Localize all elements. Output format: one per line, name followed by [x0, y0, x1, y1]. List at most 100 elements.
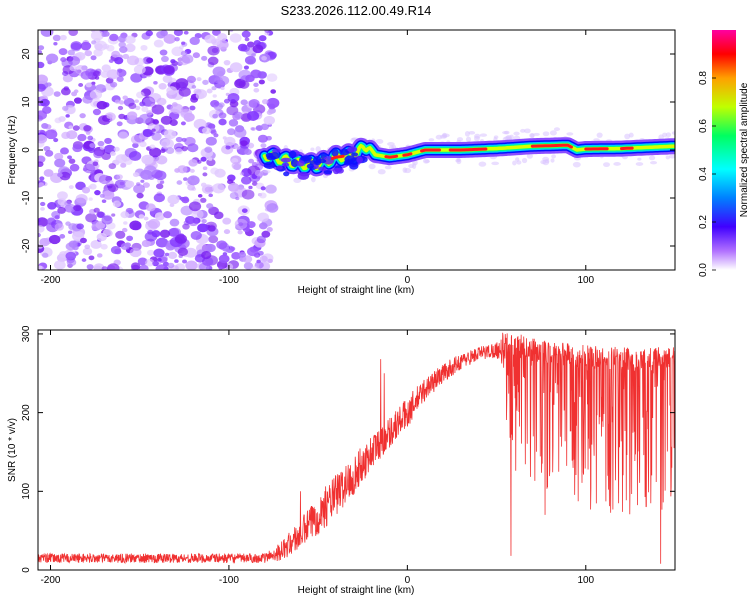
faint-blob — [635, 162, 644, 166]
noise-blob — [231, 161, 242, 170]
noise-blob — [85, 213, 97, 223]
noise-blob — [166, 86, 178, 95]
ridge-blob — [263, 161, 276, 169]
noise-blob — [94, 40, 108, 51]
noise-blob — [54, 223, 64, 231]
noise-blob — [217, 33, 228, 42]
noise-blob — [260, 143, 267, 148]
snr-x-label: Height of straight line (km) — [298, 585, 415, 596]
noise-blob — [92, 161, 99, 167]
noise-blob — [38, 219, 41, 223]
noise-blob — [118, 131, 129, 140]
noise-blob — [253, 82, 259, 88]
faint-blob — [310, 147, 315, 152]
ridge-blob — [296, 160, 305, 167]
ridge-blob — [288, 150, 297, 159]
noise-blob — [107, 263, 120, 270]
noise-blob — [142, 182, 150, 188]
noise-blob — [167, 251, 178, 260]
noise-blob — [76, 223, 84, 230]
noise-blob — [218, 112, 227, 119]
noise-blob — [258, 35, 267, 42]
noise-blob — [128, 102, 137, 110]
noise-blob — [254, 169, 263, 177]
noise-blob — [170, 59, 176, 64]
noise-blob — [88, 197, 93, 201]
y-tick-label: 300 — [21, 325, 32, 342]
noise-blob — [65, 221, 71, 226]
noise-blob — [122, 227, 128, 233]
noise-blob — [205, 243, 216, 253]
noise-blob — [114, 56, 124, 65]
noise-blob — [47, 201, 57, 210]
noise-blob — [165, 147, 175, 155]
noise-blob — [38, 225, 45, 233]
noise-blob — [186, 75, 196, 84]
noise-blob — [73, 89, 79, 94]
noise-blob — [160, 115, 173, 125]
faint-blob — [368, 163, 376, 170]
noise-blob — [135, 105, 141, 111]
noise-blob — [153, 108, 159, 113]
noise-blob — [57, 191, 68, 200]
ridge-peak — [420, 148, 441, 153]
faint-blob — [478, 161, 487, 167]
faint-blob — [566, 132, 574, 136]
noise-blob — [240, 99, 248, 106]
noise-blob — [146, 110, 153, 116]
noise-blob — [61, 131, 71, 140]
noise-blob — [104, 137, 112, 144]
faint-blob — [315, 146, 321, 152]
noise-blob — [97, 140, 105, 147]
noise-blob — [174, 234, 187, 244]
noise-blob — [117, 35, 127, 43]
colorbar-label: Normalized spectral amplitude — [739, 82, 750, 217]
noise-blob — [218, 266, 223, 270]
noise-blob — [115, 230, 126, 239]
noise-blob — [118, 113, 126, 120]
noise-blob — [58, 48, 68, 56]
noise-blob — [223, 136, 236, 147]
faint-blob — [512, 160, 517, 166]
noise-blob — [68, 30, 79, 36]
noise-blob — [239, 172, 244, 176]
noise-blob — [54, 158, 66, 168]
noise-blob — [152, 261, 159, 266]
noise-blob — [85, 82, 92, 88]
noise-blob — [79, 113, 86, 119]
noise-blob — [238, 80, 250, 89]
y-tick-label: 20 — [21, 48, 32, 60]
faint-blob — [412, 160, 418, 166]
noise-blob — [84, 50, 93, 57]
noise-blob — [191, 85, 197, 89]
noise-blob — [208, 193, 213, 198]
noise-blob — [168, 227, 180, 237]
noise-blob — [90, 55, 97, 61]
faint-blob — [637, 157, 642, 161]
noise-blob — [167, 262, 175, 269]
noise-blob — [99, 193, 105, 198]
noise-blob — [98, 174, 111, 185]
noise-blob — [207, 225, 216, 232]
ridge-blob — [306, 163, 315, 169]
noise-blob — [40, 201, 46, 207]
noise-blob — [69, 163, 80, 172]
faint-blob — [513, 131, 520, 136]
faint-blob — [509, 134, 514, 140]
noise-blob — [73, 204, 82, 212]
noise-blob — [101, 266, 108, 270]
ridge-blob — [290, 159, 299, 168]
noise-blob — [41, 123, 49, 129]
noise-blob — [208, 235, 219, 244]
noise-blob — [237, 230, 243, 235]
faint-blob — [474, 133, 481, 139]
noise-blob — [184, 136, 196, 147]
noise-blob — [200, 182, 207, 188]
noise-blob — [139, 141, 147, 148]
noise-blob — [188, 217, 199, 227]
noise-blob — [199, 197, 207, 203]
ridge-peak — [620, 146, 634, 151]
colorbar-tick-label: 0.0 — [698, 263, 709, 277]
faint-blob — [596, 132, 603, 138]
